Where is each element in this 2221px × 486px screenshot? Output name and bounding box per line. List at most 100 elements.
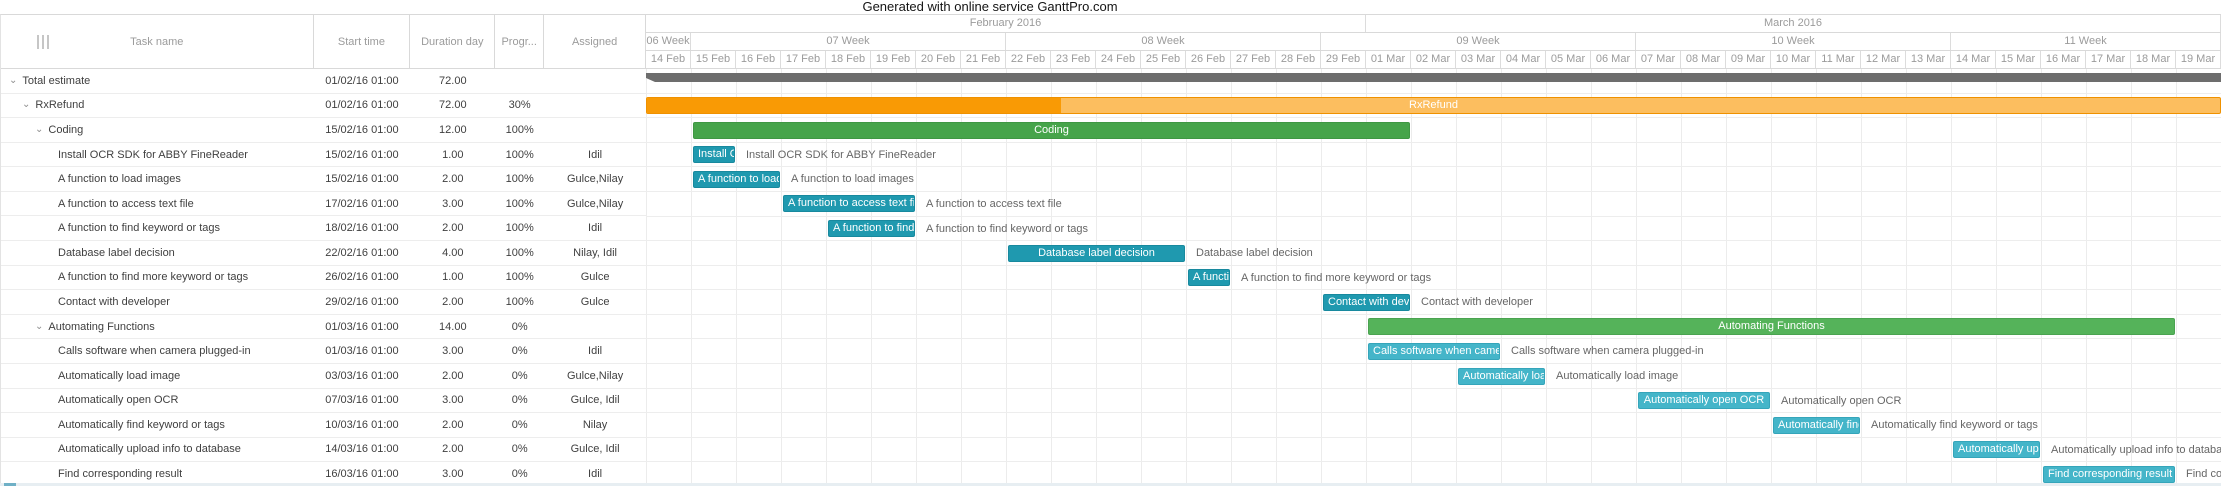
gantt-bar[interactable]: Automatically open OCR — [1638, 392, 1770, 410]
task-name-label: Automatically load image — [58, 369, 181, 382]
bar-label: Automatically find keyword or tags — [1778, 418, 1859, 431]
task-row[interactable]: Install OCR SDK for ABBY FineReader 15/02… — [1, 142, 646, 168]
bar-label: Automatically load image — [1463, 369, 1544, 382]
week-cell: 07 Week — [691, 33, 1006, 50]
progress-fill — [647, 98, 1061, 114]
gantt-bar[interactable]: A function to load images — [693, 170, 780, 188]
bar-label: A function to find keyword or tags — [833, 222, 915, 235]
chart-grid-row — [646, 389, 2221, 414]
start-time-cell: 01/02/16 01:00 — [325, 99, 399, 112]
task-row[interactable]: A function to find more keyword or tags 2… — [1, 265, 646, 291]
gantt-bar[interactable]: Database label decision — [1008, 244, 1185, 262]
gantt-bar[interactable]: Calls software when camera plugged-in — [1368, 342, 1500, 360]
day-cell: 06 Mar — [1591, 51, 1636, 68]
progress-cell: 100% — [505, 295, 534, 308]
task-name-wrap: Database label decision — [58, 247, 314, 259]
horizontal-scrollbar[interactable] — [0, 483, 2221, 486]
chevron-down-icon[interactable]: ⌄ — [35, 320, 44, 332]
day-cell: 18 Feb — [826, 51, 871, 68]
gantt-bar[interactable]: Automatically find keyword or tags — [1773, 416, 1860, 434]
day-cell-label: 29 Feb — [1325, 53, 1361, 65]
task-row[interactable]: Automatically open OCR 07/03/16 01:00 3.00… — [1, 388, 646, 414]
day-cell: 03 Mar — [1456, 51, 1501, 68]
progress-cell: 100% — [505, 222, 534, 235]
task-row[interactable]: ⌄ Automating Functions 01/03/16 01:00 14.00… — [1, 314, 646, 340]
task-row[interactable]: Calls software when camera plugged-in 01/… — [1, 339, 646, 364]
gantt-bar[interactable]: Automatically upload info to database — [1953, 441, 2040, 459]
chevron-down-icon[interactable]: ⌄ — [9, 74, 18, 86]
duration-cell: 72.00 — [439, 74, 467, 87]
task-name-label: A function to load images — [58, 173, 181, 186]
gantt-bar[interactable]: A function to find keyword or tags — [828, 220, 915, 238]
task-name-label: A function to find more keyword or tags — [58, 271, 249, 284]
day-cell-label: 26 Feb — [1190, 53, 1226, 65]
gantt-bar[interactable]: Install OCR SDK for ABBY FineReader — [693, 146, 735, 164]
bar-label: Install OCR SDK for ABBY FineReader — [698, 148, 734, 161]
column-header-assigned: Assigned — [544, 15, 646, 68]
progress-cell: 30% — [508, 99, 531, 112]
gantt-bar[interactable]: Contact with developer — [1323, 293, 1410, 311]
task-name-wrap: Automatically upload info to database — [58, 443, 314, 455]
task-row[interactable]: Contact with developer 29/02/16 01:00 2.00… — [1, 290, 646, 315]
gantt-bar[interactable]: Automating Functions — [1368, 318, 2175, 336]
task-name-wrap: Automatically load image — [58, 370, 314, 382]
gantt-bar[interactable] — [646, 73, 2221, 82]
bar-side-label: Automatically open OCR — [1781, 394, 1902, 407]
task-row[interactable]: Database label decision 22/02/16 01:00 4.0… — [1, 241, 646, 266]
day-cell: 24 Feb — [1096, 51, 1141, 68]
task-row[interactable]: Automatically find keyword or tags 10/03/… — [1, 413, 646, 438]
bar-label: Find corresponding result — [2048, 467, 2173, 480]
assigned-cell: Idil — [588, 468, 603, 481]
task-table: Task name Start time Duration day Progr... A… — [0, 14, 646, 486]
day-cell: 10 Mar — [1771, 51, 1816, 68]
task-row[interactable]: Find corresponding result 16/03/16 01:00 3… — [1, 462, 646, 486]
gantt-chart-body: RxRefund Coding Install OCR SDK for ABBY F… — [646, 69, 2221, 486]
day-cell: 20 Feb — [916, 51, 961, 68]
assigned-cell: Idil — [588, 345, 603, 358]
gantt-bar[interactable]: RxRefund — [646, 97, 2221, 115]
chevron-down-icon[interactable]: ⌄ — [35, 123, 44, 135]
month-cell-label: March 2016 — [1763, 17, 1823, 29]
task-name-cell: Automatically upload info to database — [1, 443, 314, 455]
scrollbar-thumb[interactable] — [4, 483, 16, 486]
task-name-label: Find corresponding result — [58, 468, 183, 481]
task-row[interactable]: A function to find keyword or tags 18/02/… — [1, 216, 646, 242]
drag-handle-icon[interactable] — [37, 34, 49, 49]
progress-cell: 100% — [505, 197, 534, 210]
day-cell: 07 Mar — [1636, 51, 1681, 68]
task-row[interactable]: ⌄ Coding 15/02/16 01:00 12.00 100% — [1, 118, 646, 143]
gantt-bar[interactable]: A function to access text file — [783, 195, 915, 213]
task-name-label: Total estimate — [22, 74, 91, 87]
gantt-bar[interactable]: Automatically load image — [1458, 367, 1545, 385]
day-cell: 17 Mar — [2086, 51, 2131, 68]
duration-cell: 1.00 — [442, 271, 464, 284]
assigned-cell: Nilay, Idil — [573, 246, 617, 259]
gantt-bar[interactable]: A function to find more keyword or tags — [1188, 269, 1230, 287]
task-name-label: RxRefund — [35, 99, 85, 112]
task-row[interactable]: Automatically load image 03/03/16 01:00 2.… — [1, 363, 646, 389]
chevron-down-icon[interactable]: ⌄ — [22, 99, 31, 111]
week-cell: 09 Week — [1321, 33, 1636, 50]
gantt-bar[interactable]: Find corresponding result — [2043, 465, 2175, 483]
day-cell-label: 22 Feb — [1010, 53, 1046, 65]
progress-cell: 0% — [511, 345, 528, 358]
duration-cell: 72.00 — [439, 99, 467, 112]
task-name-cell: Install OCR SDK for ABBY FineReader — [1, 149, 314, 161]
day-cell-label: 19 Feb — [875, 53, 911, 65]
gantt-bar[interactable]: Coding — [693, 121, 1410, 139]
task-row[interactable]: ⌄ RxRefund 01/02/16 01:00 72.00 30% — [1, 93, 646, 119]
task-name-label: A function to access text file — [58, 197, 194, 210]
task-row[interactable]: A function to load images 15/02/16 01:00 2… — [1, 167, 646, 192]
task-row[interactable]: A function to access text file 17/02/16 0… — [1, 191, 646, 217]
bar-side-label: Automatically upload info to database — [2051, 443, 2221, 456]
progress-cell: 0% — [511, 394, 528, 407]
day-cell: 26 Feb — [1186, 51, 1231, 68]
start-time-cell: 07/03/16 01:00 — [325, 394, 399, 407]
task-row[interactable]: Automatically upload info to database 14/… — [1, 437, 646, 463]
day-cell-label: 20 Feb — [920, 53, 956, 65]
task-row[interactable]: ⌄ Total estimate 01/02/16 01:00 72.00 — [1, 69, 646, 94]
day-cell-label: 17 Feb — [785, 53, 821, 65]
task-name-wrap: ⌄ Automating Functions — [35, 321, 314, 333]
start-time-cell: 01/02/16 01:00 — [325, 74, 399, 87]
